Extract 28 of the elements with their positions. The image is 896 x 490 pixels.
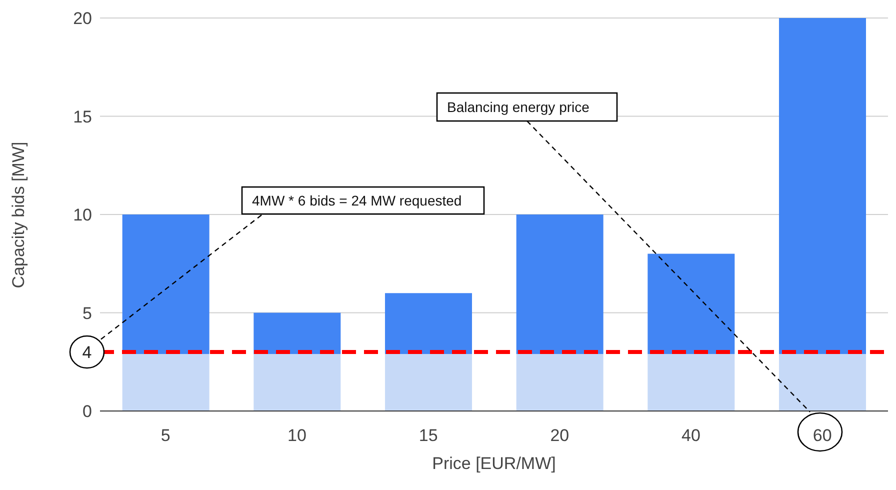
bar bbox=[122, 354, 210, 411]
bar bbox=[384, 293, 472, 354]
bar bbox=[254, 354, 341, 411]
text: 4 bbox=[82, 343, 92, 362]
x-tick-label: 10 bbox=[288, 426, 306, 446]
y-tick-label: 20 bbox=[73, 9, 92, 28]
bar bbox=[648, 254, 735, 354]
x-tick-label: 40 bbox=[682, 426, 700, 446]
x-tick-label: 15 bbox=[418, 426, 438, 446]
bar bbox=[516, 354, 604, 411]
x-tick-label: 60 bbox=[812, 426, 832, 446]
y-tick-label: 5 bbox=[82, 304, 92, 323]
y-axis-title: Capacity bids [MW] bbox=[9, 142, 28, 288]
y-tick-label: 10 bbox=[73, 206, 92, 225]
bar bbox=[122, 214, 210, 354]
annotation: Balancing energy price bbox=[447, 99, 590, 115]
x-tick-label: 20 bbox=[550, 426, 570, 446]
x-axis-title: Price [EUR/MW] bbox=[432, 454, 556, 473]
bar bbox=[648, 354, 735, 411]
annotation: 4MW * 6 bids = 24 MW requested bbox=[252, 192, 462, 208]
bar bbox=[254, 312, 341, 354]
bar bbox=[778, 354, 866, 411]
bar bbox=[778, 18, 866, 354]
bar bbox=[516, 214, 604, 354]
bar bbox=[384, 354, 472, 411]
y-tick-label: 0 bbox=[82, 402, 92, 422]
x-tick-label: 5 bbox=[160, 426, 170, 446]
y-tick-label: 15 bbox=[73, 107, 92, 126]
